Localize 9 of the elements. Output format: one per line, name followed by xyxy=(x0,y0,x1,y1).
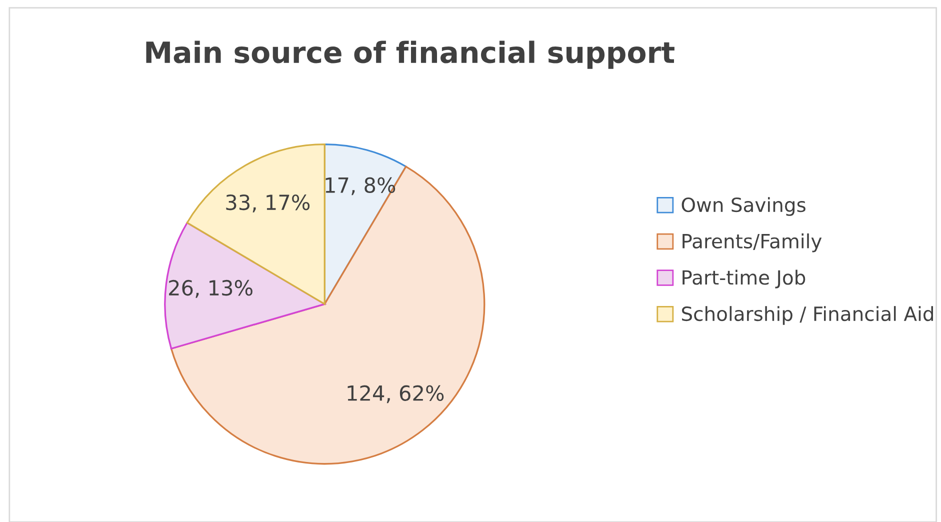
data-label: 33, 17% xyxy=(226,194,310,212)
legend-label: Own Savings xyxy=(682,197,806,216)
legend-label: Scholarship / Financial Aid xyxy=(682,306,933,325)
legend-label: Parents/Family xyxy=(682,233,822,252)
legend-label: Part-time Job xyxy=(682,270,806,288)
data-label: 26, 13% xyxy=(169,280,252,298)
data-label: 17, 8% xyxy=(326,177,396,196)
data-label: 124, 62% xyxy=(348,385,444,404)
chart-title: Main source of financial support xyxy=(146,40,674,69)
